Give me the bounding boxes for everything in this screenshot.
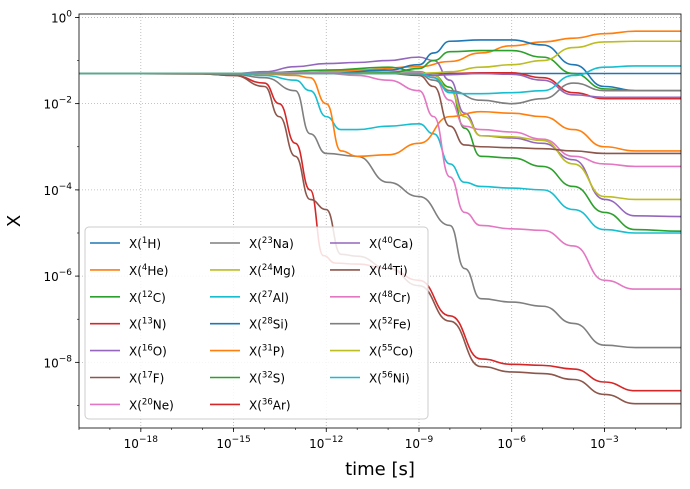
x-tick-label: 10−12: [309, 435, 343, 451]
legend-box: [84, 226, 429, 420]
legend-label: X(56Ni): [369, 371, 410, 386]
x-tick-label: 10−3: [590, 435, 619, 451]
legend-label: X(28Si): [249, 317, 288, 332]
series-layer: [78, 30, 682, 405]
legend-label: X(40Ca): [369, 236, 413, 251]
y-tick-label: 10−4: [43, 182, 72, 198]
y-tick-label: 10−6: [43, 268, 72, 284]
legend-label: X(1H): [129, 236, 161, 251]
x-tick-label: 10−18: [124, 435, 159, 451]
legend-label: X(20Ne): [129, 397, 174, 412]
series-line-x-56ni: [78, 65, 681, 95]
y-tick-label: 10−2: [43, 96, 72, 112]
legend: X(1H) X(4He) X(12C) X(13N) X(16O) X(17F) X(20N…: [84, 226, 429, 420]
legend-label: X(52Fe): [369, 317, 411, 332]
x-axis: 10−18 10−15 10−12 10−9 10−6 10−3: [78, 428, 667, 451]
legend-label: X(12C): [129, 290, 166, 305]
x-tick-label: 10−6: [497, 435, 526, 451]
y-tick-label: 100: [51, 9, 72, 25]
series-line-x-16o: [78, 56, 682, 218]
legend-label: X(27Al): [249, 290, 289, 305]
y-axis: 100 10−2 10−4 10−6 10−8: [43, 9, 79, 406]
series-line-x-31p: [78, 72, 681, 158]
plot-frame: [78, 13, 682, 429]
legend-label: X(32S): [249, 371, 285, 386]
series-line-x-23na: [78, 72, 681, 349]
legend-label: X(17F): [129, 371, 164, 386]
legend-label: X(16O): [129, 344, 167, 359]
y-tick-label: 10−8: [43, 354, 72, 370]
legend-label: X(36Ar): [249, 397, 291, 412]
x-tick-label: 10−9: [405, 435, 434, 451]
legend-label: X(44Ti): [369, 263, 408, 278]
series-line-x-27al: [78, 72, 681, 234]
legend-label: X(13N): [129, 317, 166, 332]
x-axis-label: time [s]: [345, 459, 415, 480]
legend-label: X(55Co): [369, 344, 413, 359]
legend-label: X(4He): [129, 263, 168, 278]
y-axis-label: X: [4, 215, 25, 227]
legend-label: X(48Cr): [369, 290, 411, 305]
x-tick-label: 10−15: [216, 435, 250, 451]
legend-label: X(31P): [249, 344, 285, 359]
legend-label: X(23Na): [249, 236, 294, 251]
legend-label: X(24Mg): [249, 263, 295, 278]
